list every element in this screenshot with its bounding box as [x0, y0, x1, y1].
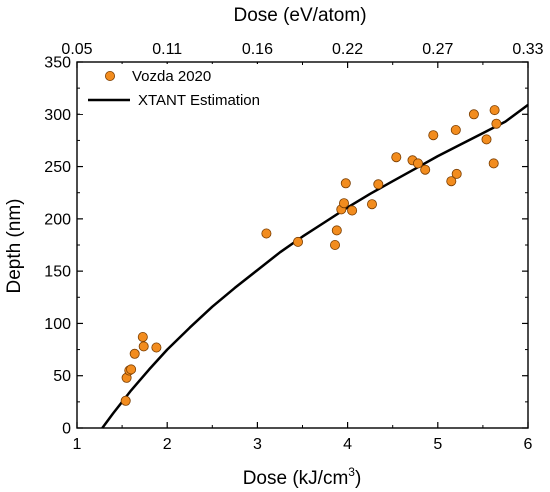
legend-label-xtant: XTANT Estimation	[138, 92, 260, 109]
bottom-axis-title-sup: 3	[348, 465, 355, 479]
bottom-axis-title-end: )	[355, 468, 361, 489]
ticks-layer: 1 2 3 4 5 6 0.05 0.11 0.16 0.22 0.27 0.33 0 50 100 150 2…	[44, 41, 543, 453]
vozda-data-point	[428, 130, 439, 141]
y-tick-label: 50	[53, 368, 71, 385]
vozda-data-point	[488, 158, 499, 169]
x-tick-label: 1	[73, 436, 82, 453]
vozda-data-point	[137, 331, 148, 342]
vozda-data-point	[412, 158, 423, 169]
y-tick-label: 150	[44, 264, 71, 281]
legend-marker-vozda	[105, 71, 116, 82]
vozda-data-point	[491, 118, 502, 129]
y-axis-title: Depth (nm)	[4, 198, 25, 293]
top-axis-title: Dose (eV/atom)	[233, 5, 366, 26]
vozda-data-point	[292, 236, 303, 247]
vozda-data-point	[126, 364, 137, 375]
top-tick-label: 0.05	[61, 41, 92, 58]
x-tick-label: 6	[524, 436, 533, 453]
y-tick-label: 350	[44, 55, 71, 72]
legend-box	[80, 64, 282, 114]
vozda-data-point	[340, 178, 351, 189]
y-tick-label: 0	[62, 421, 71, 438]
bottom-axis-title: Dose (kJ/cm3)	[243, 465, 362, 489]
vozda-data-point	[347, 205, 358, 216]
vozda-data-point	[329, 239, 340, 250]
y-tick-label: 100	[44, 316, 71, 333]
x-tick-label: 2	[163, 436, 172, 453]
curve-layer	[101, 103, 529, 429]
vozda-data-point	[120, 395, 131, 406]
y-tick-label: 250	[44, 159, 71, 176]
y-tick-label: 300	[44, 107, 71, 124]
top-tick-label: 0.33	[512, 41, 543, 58]
vozda-data-point	[446, 176, 457, 187]
vozda-data-point	[451, 168, 462, 179]
vozda-data-point	[450, 125, 461, 136]
top-tick-label: 0.11	[152, 41, 182, 58]
legend-label-vozda: Vozda 2020	[132, 68, 211, 85]
top-tick-label: 0.27	[422, 41, 453, 58]
vozda-data-point	[138, 341, 149, 352]
bottom-axis-title-main: Dose (kJ/cm	[243, 468, 349, 489]
vozda-data-point	[129, 348, 140, 359]
vozda-data-point	[373, 179, 384, 190]
top-tick-label: 0.16	[242, 41, 273, 58]
vozda-data-point	[420, 164, 431, 175]
points-layer	[120, 105, 502, 406]
vozda-data-point	[489, 105, 500, 116]
vozda-data-point	[331, 225, 342, 236]
xtant-estimation-line	[101, 103, 529, 429]
legend: Vozda 2020 XTANT Estimation	[80, 64, 282, 114]
vozda-data-point	[481, 134, 492, 145]
vozda-data-point	[468, 109, 479, 120]
vozda-data-point	[366, 199, 377, 210]
vozda-data-point	[261, 228, 272, 239]
vozda-data-point	[338, 198, 349, 209]
top-tick-label: 0.22	[332, 41, 363, 58]
vozda-data-point	[391, 152, 402, 163]
y-tick-label: 200	[44, 211, 71, 228]
vozda-data-point	[151, 342, 162, 353]
x-tick-label: 4	[343, 436, 352, 453]
x-tick-label: 5	[433, 436, 442, 453]
x-tick-label: 3	[253, 436, 262, 453]
